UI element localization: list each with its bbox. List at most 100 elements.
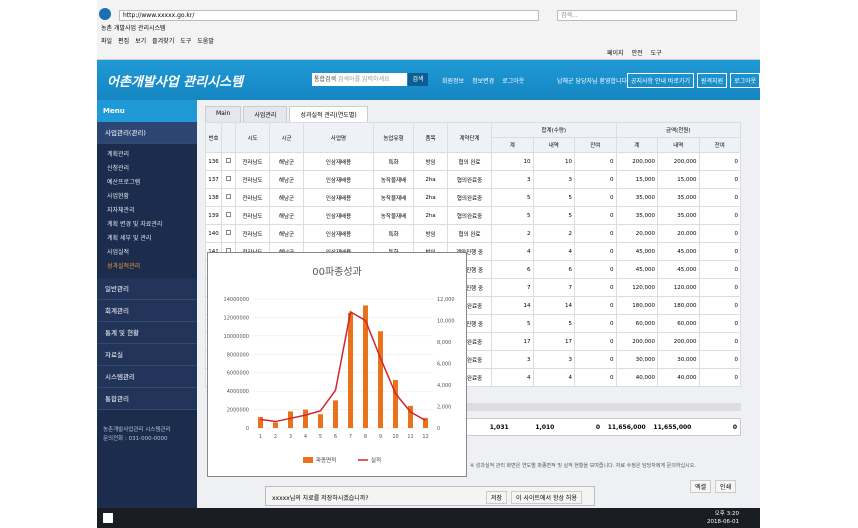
header-button[interactable]: 로그아웃 — [730, 73, 761, 88]
checkbox-cell — [221, 224, 236, 243]
cell: 0 — [574, 296, 617, 315]
cell: 5 — [491, 206, 534, 225]
submenu-item[interactable]: 계획관리 — [107, 151, 130, 158]
chart-title: 00파종성과 — [312, 266, 362, 278]
notification-button[interactable]: 이 사이트에서 항상 허용 — [511, 491, 582, 504]
tab[interactable]: 성과실적 관리(연도별) — [289, 106, 368, 123]
cell: 14 — [491, 296, 534, 315]
browser-tab[interactable]: 농촌 개발사업 관리시스템 — [101, 25, 166, 32]
cell: 인삼재배용 — [303, 170, 374, 189]
clock: 오후 3:20 2018-06-01 — [707, 510, 739, 526]
cell: 15,000 — [657, 170, 700, 189]
submenu-item[interactable]: 지자체관리 — [107, 207, 135, 214]
submenu-item[interactable]: 성과실적관리 — [107, 263, 141, 270]
menu-item[interactable]: 도구 — [180, 38, 192, 45]
bar — [303, 409, 308, 428]
legend-label: 실적 — [371, 456, 381, 464]
menu-item[interactable]: 파일 — [101, 38, 113, 45]
page-button[interactable]: 엑셀 — [690, 480, 712, 493]
app-header: 어촌개발사업 관리시스템 통합검색 검색어를 입력하세요 검색 회원정보 정보변경… — [97, 60, 761, 100]
cell: 0 — [698, 332, 741, 351]
header-link[interactable]: 회원정보 — [442, 78, 465, 85]
cell: 농작물재배 — [373, 188, 414, 207]
submenu-item[interactable]: 계획 변경 및 자료관리 — [107, 221, 163, 228]
back-button[interactable] — [99, 8, 111, 20]
header-row: 번호 시도 시군 사업명 농업유형 품목 계약단계 합계(수량) 금액(천원) — [205, 122, 741, 153]
sidebar-section[interactable]: 자료실 — [97, 344, 197, 366]
cell: 139 — [205, 206, 222, 225]
header-button[interactable]: 공지사항 안내 바로가기 — [627, 73, 695, 88]
start-button[interactable] — [103, 513, 113, 523]
sidebar-section[interactable]: 통합관리 — [97, 388, 197, 410]
cell: 협의 완료 — [447, 152, 492, 171]
column-header: 계약단계 — [447, 122, 492, 153]
header-buttons: 공지사항 안내 바로가기 원격지원 로그아웃 — [627, 73, 761, 88]
notification-button[interactable]: 저장 — [486, 491, 508, 504]
menu-item[interactable]: 도움말 — [197, 38, 214, 45]
submenu-item[interactable]: 신청관리 — [107, 165, 130, 172]
cell: 200,000 — [615, 332, 658, 351]
cell: 0 — [698, 260, 741, 279]
tool-item[interactable]: 도구 — [650, 50, 662, 57]
tool-item[interactable]: 안전 — [631, 50, 643, 57]
checkbox[interactable] — [226, 230, 231, 235]
checkbox[interactable] — [226, 194, 231, 199]
cell: 5 — [532, 314, 575, 333]
header-link[interactable]: 정보변경 — [472, 78, 495, 85]
sidebar-section[interactable]: 통계 및 현황 — [97, 322, 197, 344]
cell: 60,000 — [615, 314, 658, 333]
search-button[interactable]: 검색 — [408, 73, 428, 86]
bar — [318, 414, 323, 428]
checkbox[interactable] — [226, 158, 231, 163]
tab[interactable]: Main — [205, 106, 242, 123]
checkbox[interactable] — [226, 212, 231, 217]
bar — [423, 417, 428, 428]
submenu-item[interactable]: 사업실적 — [107, 249, 130, 256]
menu-item[interactable]: 즐겨찾기 — [152, 38, 175, 45]
cell: 0 — [698, 152, 741, 171]
cell: 5 — [491, 314, 534, 333]
header-button[interactable]: 원격지원 — [697, 73, 728, 88]
cell: 15,000 — [615, 170, 658, 189]
y-tick-label: 2000000 — [227, 408, 249, 414]
cell: 5 — [532, 206, 575, 225]
address-bar[interactable]: http://www.xxxxx.go.kr/ — [119, 10, 539, 21]
column-header: 번호 — [205, 122, 222, 153]
menu-bar: 파일 편집 보기 즐겨찾기 도구 도움말 — [101, 36, 214, 46]
cell: 협의완료중 — [447, 170, 492, 189]
cell: 6 — [491, 260, 534, 279]
cell: 3 — [491, 170, 534, 189]
search-box[interactable]: 검색... — [557, 10, 737, 21]
search-field[interactable]: 통합검색 검색어를 입력하세요 — [312, 73, 407, 86]
sidebar-section[interactable]: 일반관리 — [97, 278, 197, 300]
sidebar-section[interactable]: 회계관리 — [97, 300, 197, 322]
cell: 0 — [574, 206, 617, 225]
cell: 4 — [532, 368, 575, 387]
cell: 0 — [698, 278, 741, 297]
submenu-item[interactable]: 예산프로그램 — [107, 179, 141, 186]
tool-item[interactable]: 페이지 — [607, 50, 624, 57]
tab[interactable]: 사업관리 — [243, 106, 288, 123]
cell: 5 — [491, 188, 534, 207]
search-label: 통합검색 — [314, 76, 337, 83]
subcolumn-header: 계 — [491, 137, 534, 153]
submenu-item[interactable]: 계획 세부 및 관리 — [107, 235, 152, 242]
page-button[interactable]: 인쇄 — [715, 480, 737, 493]
cell: 60,000 — [657, 314, 700, 333]
checkbox-header — [221, 122, 236, 153]
sidebar-section[interactable]: 시스템관리 — [97, 366, 197, 388]
menu-item[interactable]: 편집 — [118, 38, 130, 45]
scrollbar[interactable] — [465, 403, 741, 411]
submenu-item[interactable]: 사업현황 — [107, 193, 130, 200]
cell: 45,000 — [615, 260, 658, 279]
header-link[interactable]: 로그아웃 — [502, 78, 525, 85]
legend-label: 파종면적 — [316, 456, 336, 464]
chart: 00파종성과 0 2000000 4000000 6000000 8000000 10000… — [207, 252, 467, 477]
cell: 0 — [574, 224, 617, 243]
sidebar-active[interactable]: 사업관리(관리) — [97, 122, 197, 144]
cell: 0 — [698, 368, 741, 387]
checkbox[interactable] — [226, 176, 231, 181]
menu-item[interactable]: 보기 — [135, 38, 147, 45]
y2-tick-label: 6,000 — [437, 362, 451, 368]
